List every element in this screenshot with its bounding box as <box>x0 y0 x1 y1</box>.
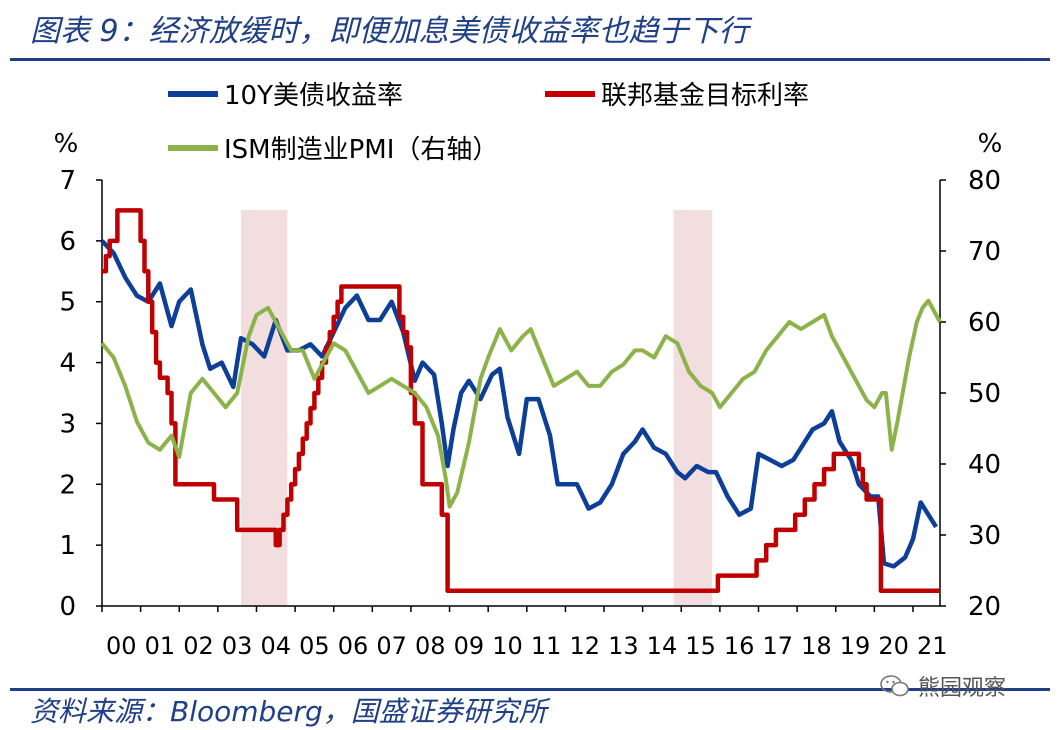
right-axis-unit: % <box>978 129 1003 159</box>
left-tick-label: 2 <box>59 470 76 500</box>
right-tick-label: 50 <box>968 379 1001 409</box>
x-tick-label: 04 <box>261 632 292 660</box>
right-tick-label: 70 <box>968 237 1001 267</box>
legend-label-fedfunds: 联邦基金目标利率 <box>601 81 809 111</box>
right-tick-label: 80 <box>968 166 1001 196</box>
left-tick-label: 0 <box>59 592 76 622</box>
x-tick-label: 03 <box>222 632 253 660</box>
series-line-fedfunds <box>102 210 940 590</box>
x-tick-label: 05 <box>299 632 330 660</box>
legend-label-tsy10y: 10Y美债收益率 <box>224 81 403 111</box>
x-tick-label: 15 <box>685 632 716 660</box>
x-tick-label: 10 <box>492 632 523 660</box>
left-tick-label: 3 <box>59 409 76 439</box>
watermark-label: 熊园观察 <box>918 670 1006 702</box>
x-tick-label: 02 <box>183 632 214 660</box>
x-tick-label: 00 <box>106 632 137 660</box>
x-tick-label: 20 <box>878 632 909 660</box>
right-tick-label: 20 <box>968 592 1001 622</box>
right-tick-label: 30 <box>968 521 1001 551</box>
series-line-pmi <box>102 301 940 507</box>
x-tick-label: 19 <box>840 632 871 660</box>
x-tick-label: 07 <box>376 632 407 660</box>
x-tick-label: 01 <box>145 632 176 660</box>
x-tick-label: 13 <box>608 632 639 660</box>
left-tick-label: 1 <box>59 531 76 561</box>
left-axis-unit: % <box>54 129 79 159</box>
x-tick-label: 09 <box>454 632 485 660</box>
right-tick-label: 60 <box>968 308 1001 338</box>
legend-label-pmi: ISM制造业PMI（右轴） <box>224 135 498 165</box>
left-tick-label: 5 <box>59 288 76 318</box>
x-tick-label: 16 <box>724 632 755 660</box>
x-tick-label: 08 <box>415 632 446 660</box>
shaded-period-2 <box>674 210 713 606</box>
x-tick-label: 06 <box>338 632 369 660</box>
left-tick-label: 4 <box>59 349 76 379</box>
left-tick-label: 6 <box>59 227 76 257</box>
x-tick-label: 18 <box>801 632 832 660</box>
wechat-icon <box>880 675 910 697</box>
x-tick-label: 11 <box>531 632 562 660</box>
watermark: 熊园观察 <box>880 670 1006 702</box>
right-tick-label: 40 <box>968 450 1001 480</box>
left-tick-label: 7 <box>59 166 76 196</box>
x-tick-label: 21 <box>917 632 948 660</box>
x-tick-label: 14 <box>647 632 678 660</box>
x-tick-label: 17 <box>763 632 794 660</box>
source-note: 资料来源：Bloomberg，国盛证券研究所 <box>30 690 547 730</box>
x-tick-label: 12 <box>569 632 600 660</box>
